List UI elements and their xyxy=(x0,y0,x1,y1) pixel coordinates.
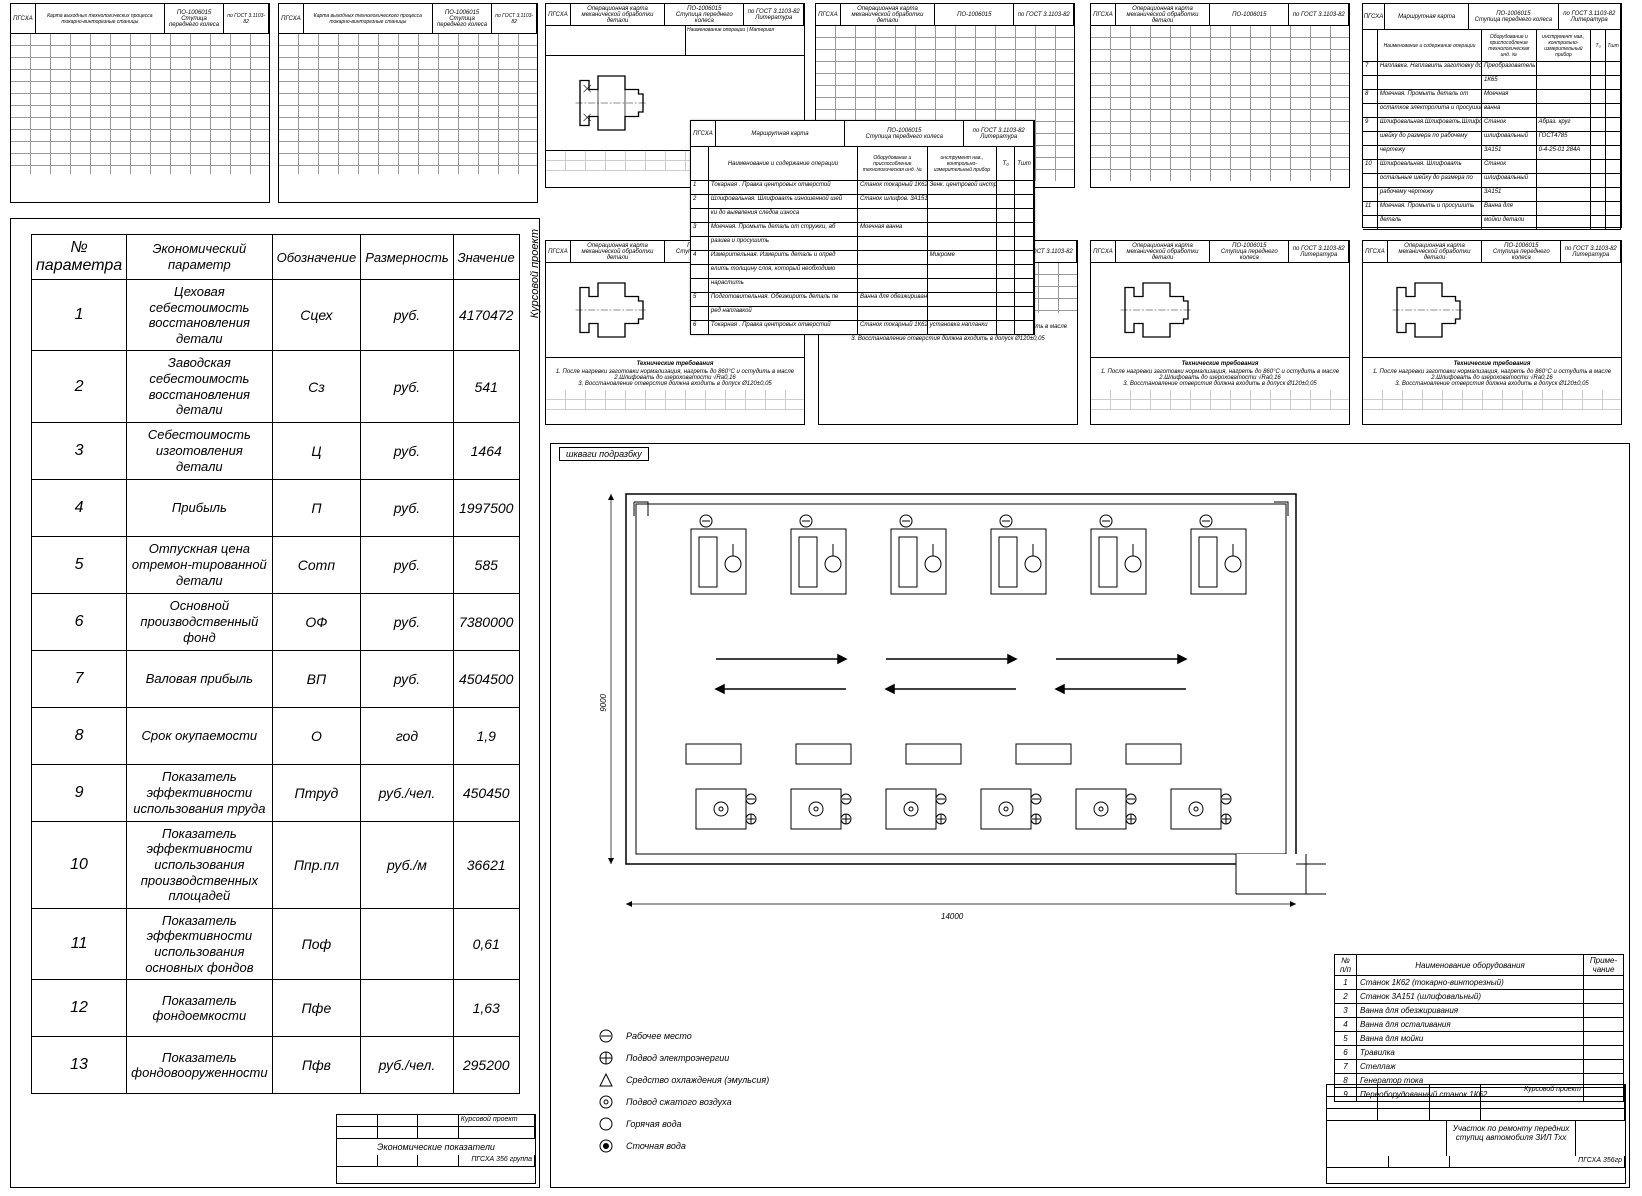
table-row: 1Цеховая себестоимость восстановления де… xyxy=(32,280,520,351)
operation-card-4: ПГСХА Операционная карта механической об… xyxy=(1090,3,1350,188)
header-val: Значение xyxy=(453,235,519,280)
table-row: 13Показатель фондовооруженностиПфвруб./ч… xyxy=(32,1037,520,1094)
operation-card-7: ПГСХА Операционная карта механической об… xyxy=(1090,240,1350,425)
card-title: Карта выходных технологических процесса … xyxy=(36,4,165,33)
route-row: 8Моечная. Промыть деталь отМоечная xyxy=(1363,90,1621,104)
table-row: 5Отпускная цена отремон-тированной детал… xyxy=(32,536,520,593)
table-row: 5Ванна для мойки xyxy=(1335,1032,1624,1046)
route-row: рабочему чертежу3А151 xyxy=(1363,188,1621,202)
economic-sheet: Курсовой проект № параметра Экономически… xyxy=(10,218,540,1188)
legend: Рабочее место Подвод электроэнергии Средст… xyxy=(596,1025,769,1157)
header-sym: Обозначение xyxy=(272,235,361,280)
economic-table: № параметра Экономический параметр Обозн… xyxy=(31,234,520,1094)
table-row: 3Себестоимость изготовления деталиЦруб.1… xyxy=(32,422,520,479)
title-block-econ: Курсовой проект Экономические показатели… xyxy=(336,1114,536,1184)
route-row: 1Токарная . Правка центровых отверстийСт… xyxy=(691,181,1034,195)
part-drawing-icon xyxy=(1116,270,1206,350)
workplace-icon xyxy=(596,1029,616,1043)
table-row: 12Показатель фондоемкостиПфе1,63 xyxy=(32,980,520,1037)
table-row: 6Травилка xyxy=(1335,1046,1624,1060)
route-row: разива и просушить xyxy=(691,237,1034,251)
header-num: № параметра xyxy=(32,235,127,280)
legend-label: Средство охлаждения (эмульсия) xyxy=(626,1075,769,1085)
power-icon xyxy=(596,1051,616,1065)
layout-label: шкваги подразбку xyxy=(559,447,649,461)
table-row: 10Показатель эффективности использования… xyxy=(32,821,520,908)
part-drawing-icon xyxy=(571,63,661,143)
operation-card-8: ПГСХА Операционная карта механической об… xyxy=(1362,240,1622,425)
legend-label: Подвод сжатого воздуха xyxy=(626,1097,732,1107)
air-icon xyxy=(596,1095,616,1109)
legend-item: Сточная вода xyxy=(596,1135,769,1157)
legend-item: Подвод сжатого воздуха xyxy=(596,1091,769,1113)
route-row: детальмойки детали xyxy=(1363,216,1621,230)
side-label: Курсовой проект xyxy=(529,229,541,318)
table-row: 4Ванна для осталивания xyxy=(1335,1018,1624,1032)
route-card-main: ПГСХА Маршрутная карта ПО-1006015Ступица… xyxy=(1362,3,1622,228)
width-dim: 14000 xyxy=(941,912,963,921)
route-row: 7Наплавка. Наплавить заготовку до необхо… xyxy=(1363,62,1621,76)
route-row: елить толщину слоя, который необходимо xyxy=(691,265,1034,279)
route-row: 11Моечная. Промыть и просушитьВанна для xyxy=(1363,202,1621,216)
org-cell: ПГСХА xyxy=(11,4,36,33)
table-row: 8Срок окупаемостиОгод1,9 xyxy=(32,707,520,764)
table-row: 2Заводская себестоимость восстановления … xyxy=(32,351,520,422)
table-row: 11Показатель эффективности использования… xyxy=(32,908,520,979)
legend-label: Горячая вода xyxy=(626,1119,682,1129)
table-row: 4ПрибыльПруб.1997500 xyxy=(32,479,520,536)
part-drawing-icon xyxy=(571,270,661,350)
legend-item: Подвод электроэнергии xyxy=(596,1047,769,1069)
route-row: остальные шейку до размера пошлифовальны… xyxy=(1363,174,1621,188)
height-dim: 9000 xyxy=(599,694,608,712)
route-row: 4Измерительная. Измерить деталь и опредМ… xyxy=(691,251,1034,265)
route-row: 6Токарная . Правка центровых отверстийСт… xyxy=(691,321,1034,335)
table-row: 9Показатель эффективности использования … xyxy=(32,764,520,821)
route-card-overlay: ПГСХА Маршрутная карта ПО-1006015Ступица… xyxy=(690,120,1035,335)
route-row: 2Шлифовальная. Шлифовать изношенной шейС… xyxy=(691,195,1034,209)
process-card-1: ПГСХА Карта выходных технологических про… xyxy=(10,3,270,203)
route-row: нарастить xyxy=(691,279,1034,293)
route-row: шейку до размера по рабочемушлифовальный… xyxy=(1363,132,1621,146)
title-block-layout: Курсовой проект Участок по ремонту перед… xyxy=(1326,1084,1626,1184)
form-grid xyxy=(279,34,537,174)
table-row: 3Ванна для обезжиривания xyxy=(1335,1004,1624,1018)
route-row: 3Моечная. Промыть деталь от стружки, абМ… xyxy=(691,223,1034,237)
table-row: 7Валовая прибыльВПруб.4504500 xyxy=(32,650,520,707)
route-row: ки до выявления следов износа xyxy=(691,209,1034,223)
legend-label: Рабочее место xyxy=(626,1031,692,1041)
floor-plan xyxy=(596,474,1326,924)
legend-item: Рабочее место xyxy=(596,1025,769,1047)
process-card-2: ПГСХА Карта выходных технологического пр… xyxy=(278,3,538,203)
hotwater-icon xyxy=(596,1117,616,1131)
legend-item: Средство охлаждения (эмульсия) xyxy=(596,1069,769,1091)
route-row: 5Подготовительная. Обезжирить деталь пеВ… xyxy=(691,293,1034,307)
header-unit: Размерность xyxy=(361,235,453,280)
legend-item: Горячая вода xyxy=(596,1113,769,1135)
table-row: 7Стеллаж xyxy=(1335,1060,1624,1074)
route-row: ред наплавкой xyxy=(691,307,1034,321)
route-row: 1К65 xyxy=(1363,76,1621,90)
table-row: 6Основной производственный фондОФруб.738… xyxy=(32,593,520,650)
route-row: остатков электролита и просушитьванна xyxy=(1363,104,1621,118)
legend-label: Сточная вода xyxy=(626,1141,686,1151)
form-grid xyxy=(11,34,269,174)
workshop-layout-sheet: шкваги подразбку xyxy=(550,443,1630,1188)
drain-icon xyxy=(596,1139,616,1153)
header-param: Экономический параметр xyxy=(127,235,272,280)
equipment-table: № п/п Наименование оборудования Приме-ча… xyxy=(1334,954,1624,1102)
route-row: чертежу3А1510-4-25-01 284А xyxy=(1363,146,1621,160)
route-row: 10Шлифовальная. ШлифоватьСтанок xyxy=(1363,160,1621,174)
route-row: 9Шлифовальная.Шлифовать.ШлифоватьСтанокА… xyxy=(1363,118,1621,132)
table-row: 1Станок 1К62 (токарно-винторезный) xyxy=(1335,976,1624,990)
coolant-icon xyxy=(596,1073,616,1087)
table-row: 2Станок 3А151 (шлифовальный) xyxy=(1335,990,1624,1004)
legend-label: Подвод электроэнергии xyxy=(626,1053,729,1063)
part-drawing-icon xyxy=(1388,270,1478,350)
